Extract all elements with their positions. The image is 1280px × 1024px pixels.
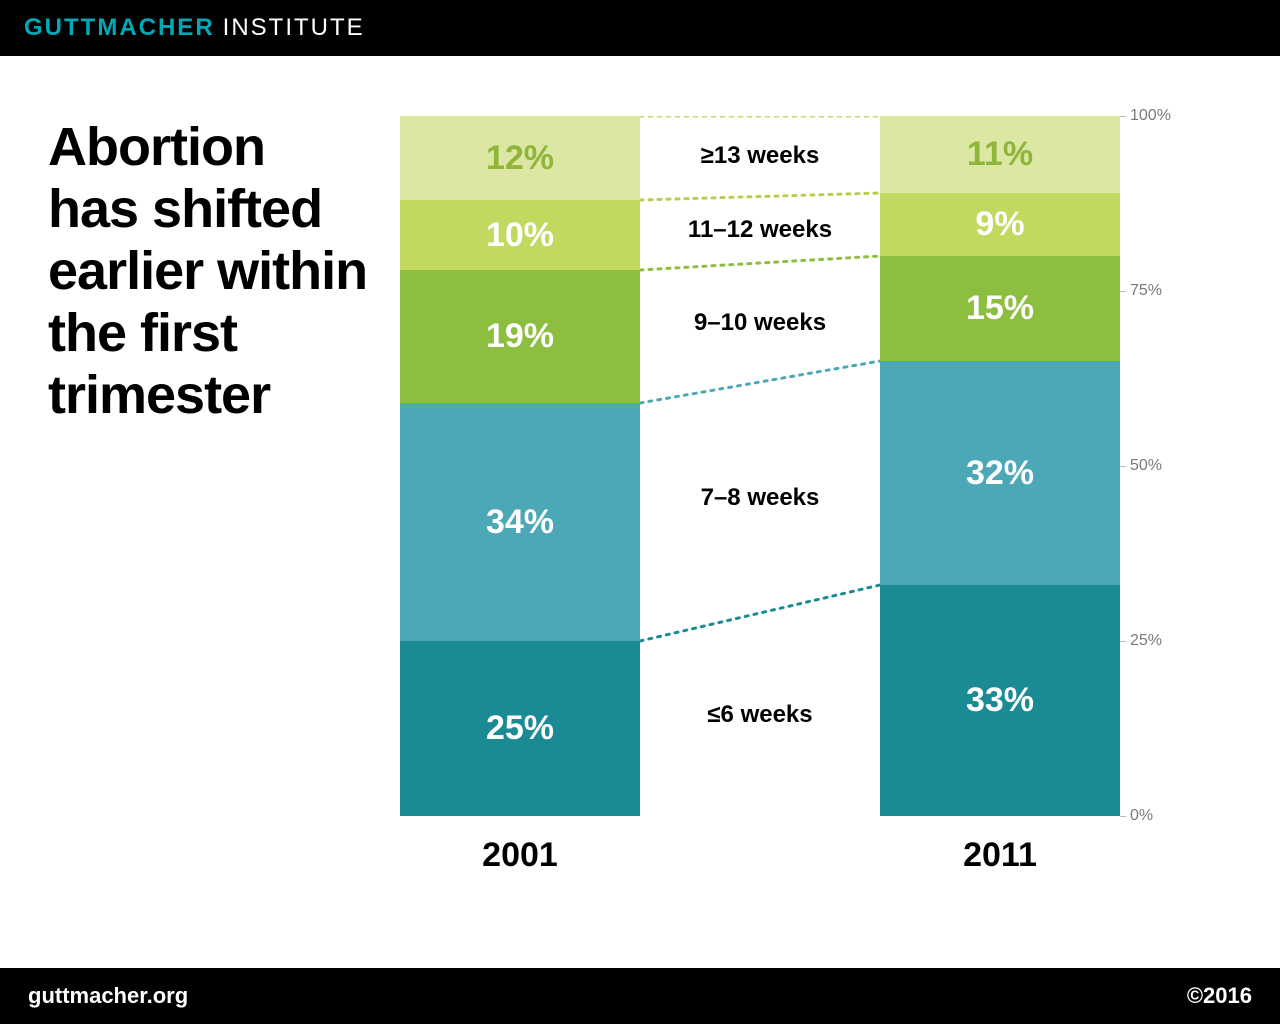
brand-name-light: INSTITUTE [223, 14, 365, 42]
axis-tick-label: 75% [1130, 282, 1162, 300]
footer-bar: guttmacher.org ©2016 [0, 968, 1280, 1024]
segment-11_12: 9% [880, 193, 1120, 256]
segment-7_8: 34% [400, 403, 640, 641]
segment-ge13: 12% [400, 116, 640, 200]
category-label-11_12: 11–12 weeks [640, 216, 880, 244]
footer-copyright: ©2016 [1187, 983, 1252, 1009]
footer-url: guttmacher.org [28, 983, 188, 1009]
axis-tick-mark [1120, 116, 1126, 117]
segment-le6: 25% [400, 641, 640, 816]
axis-tick-label: 0% [1130, 807, 1153, 825]
segment-7_8: 32% [880, 361, 1120, 585]
category-label-7_8: 7–8 weeks [640, 484, 880, 512]
bar-2011: 11%9%15%32%33% [880, 116, 1120, 816]
main-content: Abortion has shifted earlier within the … [0, 56, 1280, 968]
segment-ge13: 11% [880, 116, 1120, 193]
header-bar: GUTTMACHER INSTITUTE [0, 0, 1280, 56]
segment-9_10: 15% [880, 256, 1120, 361]
year-label-2001: 2001 [400, 836, 640, 875]
segment-11_12: 10% [400, 200, 640, 270]
axis-tick-mark [1120, 466, 1126, 467]
category-label-ge13: ≥13 weeks [640, 142, 880, 170]
axis-tick-label: 25% [1130, 632, 1162, 650]
axis-tick-label: 100% [1130, 107, 1171, 125]
axis-tick-mark [1120, 641, 1126, 642]
axis-tick-label: 50% [1130, 457, 1162, 475]
segment-le6: 33% [880, 585, 1120, 816]
category-label-9_10: 9–10 weeks [640, 309, 880, 337]
segment-9_10: 19% [400, 270, 640, 403]
axis-tick-mark [1120, 816, 1126, 817]
axis-tick-mark [1120, 291, 1126, 292]
chart-area: 12%10%19%34%25% 11%9%15%32%33% 2001 2011… [400, 116, 1220, 896]
category-label-le6: ≤6 weeks [640, 701, 880, 729]
brand-name-strong: GUTTMACHER [24, 14, 215, 42]
year-label-2011: 2011 [880, 836, 1120, 875]
chart-title: Abortion has shifted earlier within the … [48, 116, 368, 426]
bar-2001: 12%10%19%34%25% [400, 116, 640, 816]
